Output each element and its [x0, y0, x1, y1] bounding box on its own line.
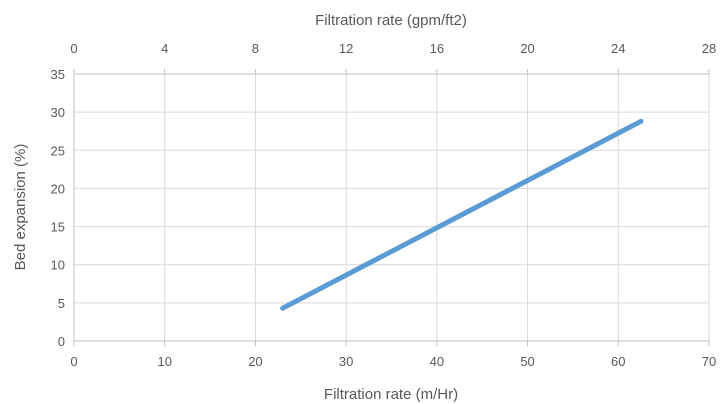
y-tick-label: 10 [51, 258, 65, 273]
x2-tick-label: 28 [702, 41, 716, 56]
top-x-axis-title: Filtration rate (gpm/ft2) [315, 12, 467, 29]
grid [74, 73, 710, 341]
y-tick-label: 15 [51, 220, 65, 235]
x-tick-label: 40 [430, 354, 444, 369]
series-layer [280, 118, 644, 311]
y-tick-label: 20 [51, 181, 65, 196]
y-tick-label: 0 [58, 334, 65, 349]
tick-labels: 0 10 20 30 40 50 60 70 0 4 8 12 16 20 24 28 0 5 10 15 20 25 30… [51, 41, 717, 369]
y-axis-title: Bed expansion (%) [12, 144, 29, 271]
y-tick-label: 25 [51, 143, 65, 158]
x2-tick-label: 20 [520, 41, 534, 56]
y-tick-label: 35 [51, 67, 65, 82]
bottom-x-axis-title: Filtration rate (m/Hr) [324, 386, 458, 403]
x2-tick-label: 24 [611, 41, 625, 56]
x2-tick-label: 4 [161, 41, 168, 56]
x-tick-label: 20 [248, 354, 262, 369]
series-line [280, 118, 644, 311]
y-tick-label: 30 [51, 105, 65, 120]
x-tick-label: 70 [702, 354, 716, 369]
x2-tick-label: 16 [430, 41, 444, 56]
x2-tick-label: 0 [70, 41, 77, 56]
x-tick-label: 10 [157, 354, 171, 369]
x2-tick-label: 8 [252, 41, 259, 56]
axes [73, 69, 710, 346]
y-tick-label: 5 [58, 296, 65, 311]
x-tick-label: 0 [70, 354, 77, 369]
x-tick-label: 30 [339, 354, 353, 369]
x-tick-label: 50 [520, 354, 534, 369]
x-tick-label: 60 [611, 354, 625, 369]
x2-tick-label: 12 [339, 41, 353, 56]
